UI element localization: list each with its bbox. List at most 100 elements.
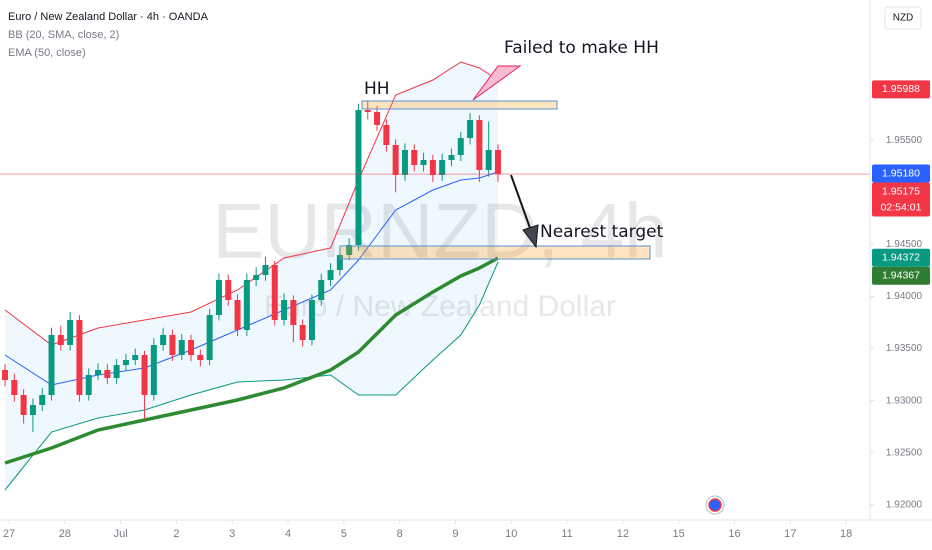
x-tick-label: 18 [840,528,852,540]
candle-body [299,325,306,340]
legend-ema: EMA (50, close) [8,47,86,59]
price-tag-label: 1.95180 [882,167,920,179]
x-tick-label: 9 [452,528,458,540]
x-tick-label: 17 [784,528,796,540]
x-tick-label: 3 [229,528,235,540]
candle-body [281,300,288,320]
y-tick-label: 1.93500 [886,343,923,354]
y-tick-label: 1.94000 [886,291,923,302]
candle-body [85,375,92,395]
candle-body [215,280,222,315]
candle-body [374,111,381,125]
candle-body [95,370,102,375]
x-tick-label: 10 [505,528,517,540]
candle-body [467,120,474,139]
candle-body [411,150,418,165]
candle-body [327,270,334,280]
candle-body [355,110,362,245]
candle-body [178,340,185,355]
candle-body [290,300,297,325]
axes: 1.92000 1.92500 1.93000 1.93500 1.94000 1.945… [3,80,930,540]
candle-body [132,355,139,360]
candle-body [308,300,315,340]
candle-body [169,335,176,355]
candle-body [150,345,157,395]
price-tag-label: 1.95175 [882,185,920,197]
legend-bb: BB (20, SMA, close, 2) [8,29,119,41]
hh-zone [361,100,558,110]
plot-area [0,61,870,491]
target-zone [339,245,651,260]
y-tick-label: 1.94500 [886,239,923,250]
band-fill [5,62,498,490]
countdown: 02:54:01 [881,201,922,213]
x-tick-label: 12 [617,528,629,540]
candle-body [104,370,111,379]
candle-body [29,405,36,415]
candle-body [439,160,446,175]
price-tag-label: 1.94372 [882,251,920,263]
drawings: HH Failed to make HH Nearest target [339,38,725,515]
currency-box[interactable] [884,6,922,30]
currency[interactable]: NZD [893,13,914,24]
candle-body [188,340,195,355]
candle-body [39,395,46,405]
candle-body [20,395,27,415]
price-tag-label: 1.94367 [882,269,920,281]
candle-body [11,380,18,395]
candle-body [429,160,436,175]
candle-body [448,155,455,160]
candle-body [392,145,399,175]
candle-body [243,280,250,330]
candle-body [197,355,204,360]
x-tick-label: 15 [673,528,685,540]
y-tick-label: 1.95500 [886,135,923,146]
logo [708,498,722,512]
y-tick-label: 1.92000 [886,499,923,510]
candle-body [457,138,464,155]
candle-body [262,265,269,275]
price-tag [872,248,930,267]
candle-body [253,275,260,280]
x-tick-label: Jul [114,528,128,540]
x-tick-label: 4 [285,528,291,540]
band-upper [4,61,499,346]
price-tag-label: 1.95988 [882,83,920,95]
candle-body [494,150,501,175]
candle-body [234,300,241,330]
price-tag [872,182,930,217]
candle-body [485,150,492,170]
candle-body [67,320,74,345]
candle-body [476,120,483,170]
callout-text: Failed to make HH [504,38,659,58]
arrow-head [522,224,539,249]
ema-line [4,256,499,465]
x-tick-label: 16 [728,528,740,540]
candle-body [383,125,390,145]
candle-body [364,110,371,112]
candle-body [318,280,325,300]
legend-title: Euro / New Zealand Dollar · 4h · OANDA [8,11,209,23]
y-tick-label: 1.92500 [886,447,923,458]
price-tag [872,266,930,285]
x-tick-label: 5 [341,528,347,540]
y-tick-label: 1.93000 [886,395,923,406]
x-tick-label: 27 [3,528,15,540]
price-tag [872,164,930,183]
candle-body [57,335,64,345]
candle-body [271,265,278,320]
x-tick-label: 11 [561,528,572,540]
watermark-symbol: EURNZD, 4h [212,187,667,275]
candle-body [420,160,427,165]
candle-body [122,360,129,365]
candle-body [2,370,9,380]
candle-body [336,255,343,270]
candle-body [225,280,232,300]
target-text: Nearest target [540,222,664,242]
price-tag [872,80,930,99]
x-tick-label: 2 [173,528,179,540]
callout-pointer [472,65,522,101]
candle-body [113,365,120,379]
hh-label: HH [364,79,390,99]
